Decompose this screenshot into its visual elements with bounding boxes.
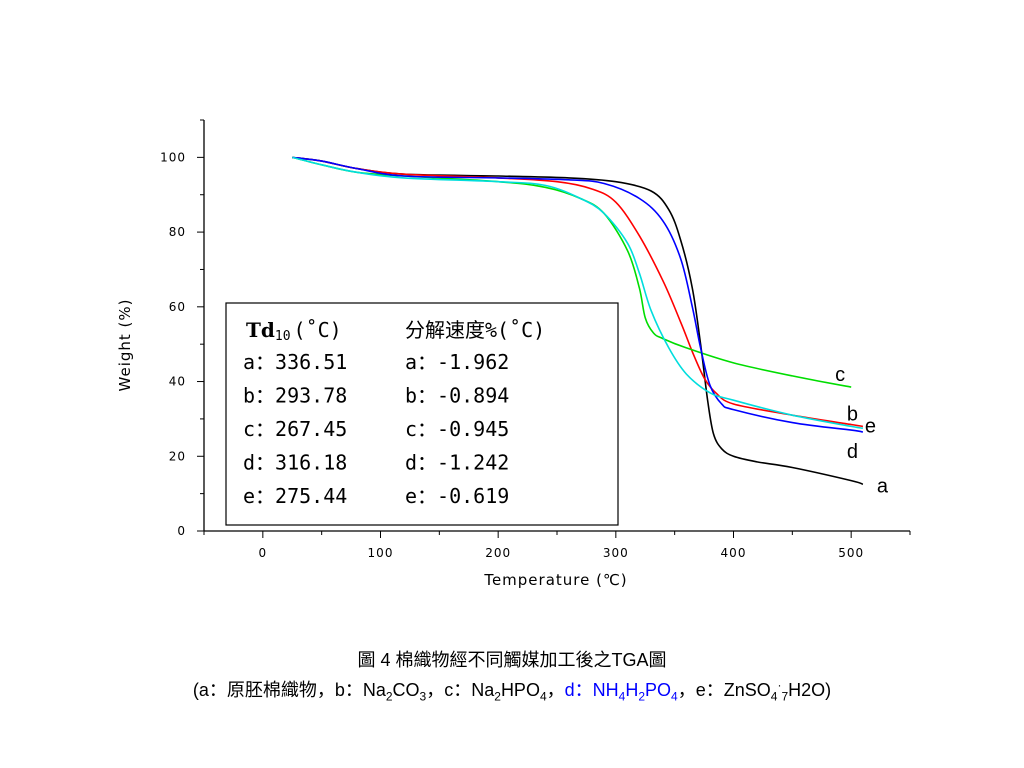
x-tick-label: 300	[603, 546, 629, 560]
table-cell-td: a：336.51	[243, 350, 347, 374]
series-line-d	[292, 156, 864, 433]
table-header-td-sub: 10	[275, 329, 291, 344]
tga-chart: 0 100 200 300 400 500 0 20 40 60 80 100 Temperature …	[116, 119, 911, 589]
y-tick-label: 0	[177, 524, 186, 538]
curve-labels: a bc de	[835, 364, 889, 497]
table-header-td: Td	[246, 318, 275, 342]
table-cell-rate: b：-0.894	[405, 384, 509, 408]
x-axis-title: Temperature (℃)	[483, 571, 627, 589]
svg-text:Td10(˚C): Td10 (˚C)	[246, 318, 342, 344]
caption-part: 7	[781, 689, 789, 704]
caption-line1-text: 圖 4 棉織物經不同觸媒加工後之TGA圖	[357, 650, 667, 670]
caption-part: 4	[671, 689, 678, 704]
y-tick-label: 20	[169, 449, 186, 463]
table-border	[225, 302, 619, 526]
caption-part: 2	[638, 689, 646, 704]
caption-part: 2	[494, 689, 501, 704]
chart-series	[292, 156, 864, 486]
table-cell-rate: c：-0.945	[405, 417, 509, 441]
figure-caption-line2: (a：原胚棉織物，b：Na2CO3，c：Na2HPO4，d：NH4H2PO4，e…	[0, 676, 1024, 704]
y-tick-label: 100	[160, 150, 186, 164]
caption-part: d：NH	[564, 680, 619, 700]
curve-label-a: a	[877, 475, 889, 497]
table-header-rate: 分解速度%(˚C)	[405, 318, 545, 342]
caption-catalyst-d: d：NH4H2PO4	[564, 680, 678, 704]
caption-part: CO	[392, 680, 420, 700]
figure-caption-line1: 圖 4 棉織物經不同觸媒加工後之TGA圖	[0, 646, 1024, 672]
table-rows: a：336.51 a：-1.962 b：293.78 b：-0.894 c：267.45…	[243, 350, 509, 508]
x-tick-label: 500	[838, 546, 864, 560]
curve-label-b: b	[847, 403, 858, 425]
table-cell-td: d：316.18	[243, 451, 347, 475]
caption-part: (a：原胚棉織物，b：Na	[192, 680, 386, 700]
caption-part: 4	[770, 689, 778, 704]
x-tick-label: 400	[721, 546, 747, 560]
caption-part: 2	[385, 689, 393, 704]
x-tick-label: 200	[485, 546, 511, 560]
table-cell-td: e：275.44	[243, 484, 347, 508]
y-tick-label: 80	[169, 225, 186, 239]
caption-part: 3	[419, 689, 427, 704]
table-cell-td: c：267.45	[243, 417, 347, 441]
table-cell-td: b：293.78	[243, 384, 347, 408]
caption-part: 4	[618, 689, 626, 704]
decomposition-table: Td10 (˚C) 分解速度%(˚C) a：336.51 a：-1.962 b：293…	[225, 302, 619, 526]
caption-part: H	[625, 680, 639, 700]
curve-label-e: e	[865, 415, 876, 437]
table-cell-rate: d：-1.242	[405, 451, 509, 475]
curve-label-c: c	[835, 364, 845, 386]
y-tick-label: 60	[169, 300, 186, 314]
caption-part: ，	[546, 680, 565, 700]
x-tick-label: 0	[259, 546, 268, 560]
y-axis-title: Weight (%)	[116, 299, 134, 392]
caption-part: H2O)	[788, 680, 832, 700]
y-tick-label: 40	[169, 375, 186, 389]
chart-axes: 0 100 200 300 400 500 0 20 40 60 80 100 Temperature …	[116, 119, 911, 589]
table-cell-rate: a：-1.962	[405, 350, 509, 374]
caption-part: ，c：Na	[426, 680, 495, 700]
caption-part: HPO	[500, 680, 540, 700]
curve-label-d: d	[847, 441, 858, 463]
series-line-b	[292, 156, 864, 428]
table-header-td-unit: (˚C)	[294, 318, 342, 342]
x-tick-label: 100	[368, 546, 394, 560]
caption-part: ，e：ZnSO	[677, 680, 771, 700]
caption-part: PO	[645, 680, 672, 700]
series-line-e	[292, 156, 864, 430]
table-cell-rate: e：-0.619	[405, 484, 509, 508]
caption-part: ·	[777, 678, 782, 692]
caption-part: 4	[539, 689, 547, 704]
